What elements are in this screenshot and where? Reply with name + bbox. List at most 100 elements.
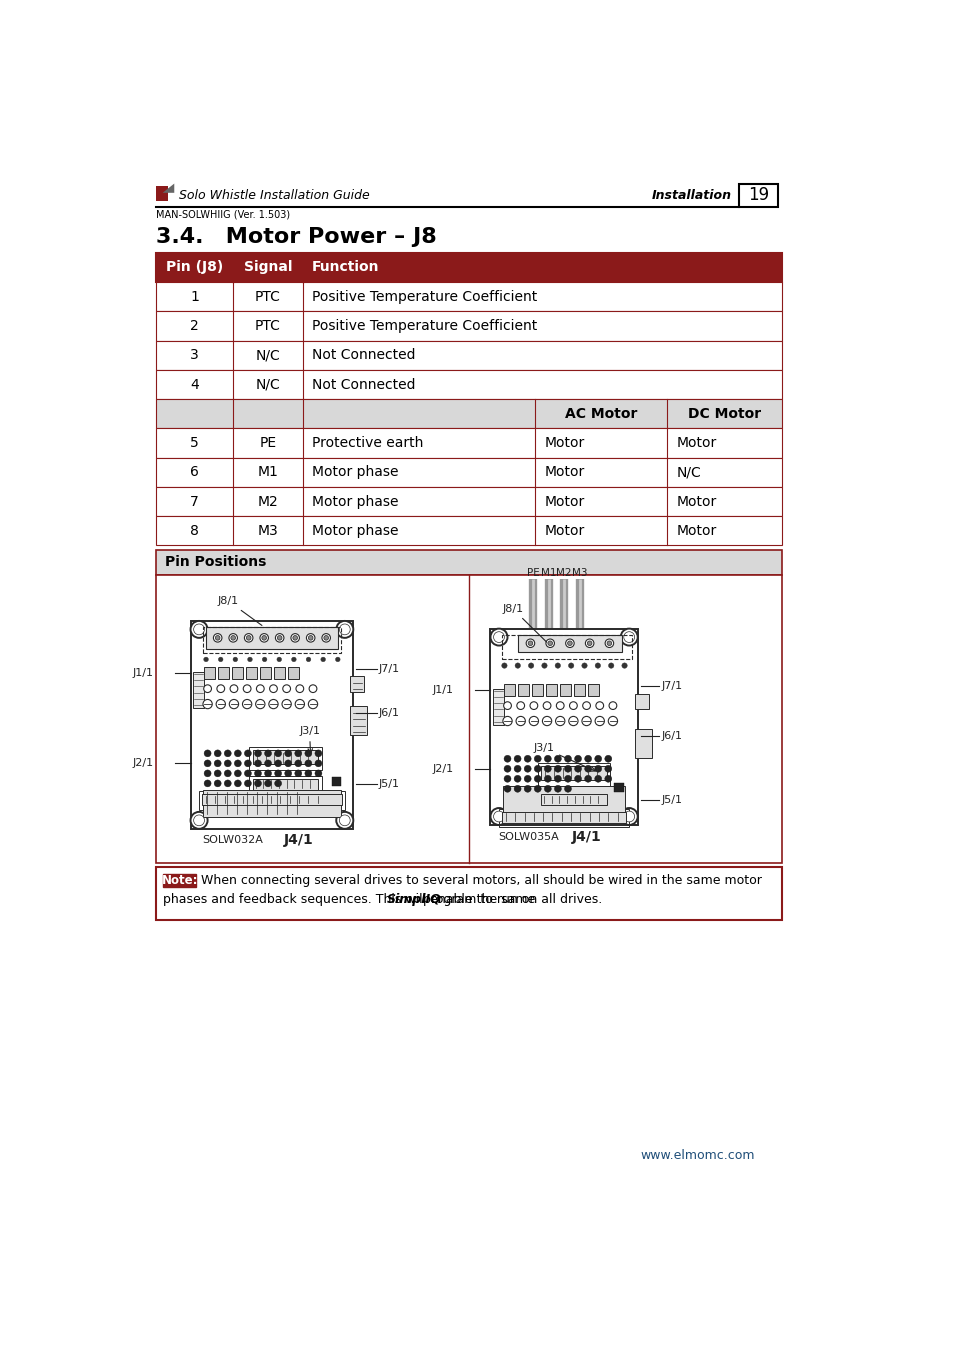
Text: Not Connected: Not Connected <box>312 348 416 362</box>
Circle shape <box>294 760 301 767</box>
Circle shape <box>542 717 551 726</box>
Circle shape <box>544 765 551 772</box>
Text: M1: M1 <box>540 568 556 578</box>
Circle shape <box>554 786 560 792</box>
Circle shape <box>547 641 552 645</box>
Circle shape <box>339 815 350 826</box>
Circle shape <box>293 636 297 640</box>
Bar <box>155 516 781 545</box>
Circle shape <box>608 702 617 710</box>
Circle shape <box>534 765 540 772</box>
Text: Motor: Motor <box>544 494 584 509</box>
Text: J5/1: J5/1 <box>661 795 682 805</box>
Circle shape <box>587 641 592 645</box>
Circle shape <box>541 663 547 668</box>
Circle shape <box>529 717 537 726</box>
Text: www.elmomc.com: www.elmomc.com <box>639 1149 754 1162</box>
Text: When connecting several drives to several motors, all should be wired in the sam: When connecting several drives to severa… <box>200 873 760 887</box>
Bar <box>537 791 609 810</box>
Circle shape <box>193 624 204 634</box>
Bar <box>202 794 341 805</box>
Text: J6/1: J6/1 <box>378 707 399 718</box>
Text: program to run on all drives.: program to run on all drives. <box>418 894 601 906</box>
Circle shape <box>259 633 268 643</box>
Bar <box>739 184 778 207</box>
Circle shape <box>214 760 221 767</box>
Text: N/C: N/C <box>255 378 280 392</box>
Polygon shape <box>162 184 174 193</box>
Circle shape <box>270 684 277 693</box>
Circle shape <box>282 684 291 693</box>
Circle shape <box>501 663 507 668</box>
Circle shape <box>514 786 520 792</box>
Bar <box>332 778 340 787</box>
Text: Motor phase: Motor phase <box>312 524 398 537</box>
Circle shape <box>515 663 520 668</box>
Circle shape <box>292 657 295 661</box>
Circle shape <box>203 699 212 709</box>
Circle shape <box>306 657 311 661</box>
Circle shape <box>574 765 581 772</box>
Circle shape <box>534 775 540 782</box>
Circle shape <box>234 780 241 787</box>
Circle shape <box>568 717 578 726</box>
Circle shape <box>191 621 208 637</box>
Circle shape <box>545 639 554 648</box>
Circle shape <box>544 786 551 792</box>
Circle shape <box>608 717 617 726</box>
Bar <box>155 575 781 864</box>
Text: 3.4. Motor Power – J8: 3.4. Motor Power – J8 <box>155 227 436 247</box>
Circle shape <box>516 717 525 726</box>
Circle shape <box>534 786 540 792</box>
Circle shape <box>321 633 330 643</box>
Circle shape <box>229 699 238 709</box>
Circle shape <box>193 815 204 826</box>
Text: 2: 2 <box>190 319 198 333</box>
Circle shape <box>305 760 312 767</box>
Circle shape <box>248 657 252 661</box>
Circle shape <box>234 749 241 757</box>
Circle shape <box>308 636 313 640</box>
Circle shape <box>584 755 591 763</box>
Circle shape <box>244 769 252 776</box>
Circle shape <box>584 775 591 782</box>
Circle shape <box>606 641 611 645</box>
Text: Installation: Installation <box>651 189 731 202</box>
Circle shape <box>275 633 284 643</box>
Bar <box>634 729 651 757</box>
Circle shape <box>254 780 261 787</box>
Text: Motor: Motor <box>544 524 584 537</box>
Circle shape <box>274 769 281 776</box>
Circle shape <box>244 780 252 787</box>
Text: Note:: Note: <box>161 875 197 887</box>
Circle shape <box>204 780 211 787</box>
Circle shape <box>274 749 281 757</box>
Circle shape <box>246 636 251 640</box>
Text: SimplIQ: SimplIQ <box>386 894 441 906</box>
Circle shape <box>214 780 221 787</box>
Text: J5/1: J5/1 <box>378 779 399 790</box>
Bar <box>218 667 229 679</box>
Text: 3: 3 <box>190 348 198 362</box>
Circle shape <box>204 684 212 693</box>
Text: J7/1: J7/1 <box>661 682 682 691</box>
Bar <box>493 688 504 725</box>
Circle shape <box>295 684 303 693</box>
Circle shape <box>269 699 278 709</box>
Bar <box>155 487 781 516</box>
Circle shape <box>503 775 511 782</box>
Circle shape <box>523 786 531 792</box>
Circle shape <box>204 657 208 661</box>
Circle shape <box>594 765 601 772</box>
Circle shape <box>556 702 563 710</box>
Circle shape <box>233 657 237 661</box>
Bar <box>490 629 637 825</box>
Circle shape <box>594 755 601 763</box>
Circle shape <box>294 769 301 776</box>
Circle shape <box>604 755 611 763</box>
Text: 8: 8 <box>190 524 198 537</box>
Text: 19: 19 <box>747 186 768 204</box>
Circle shape <box>335 811 353 829</box>
Circle shape <box>244 633 253 643</box>
Bar <box>155 312 781 340</box>
